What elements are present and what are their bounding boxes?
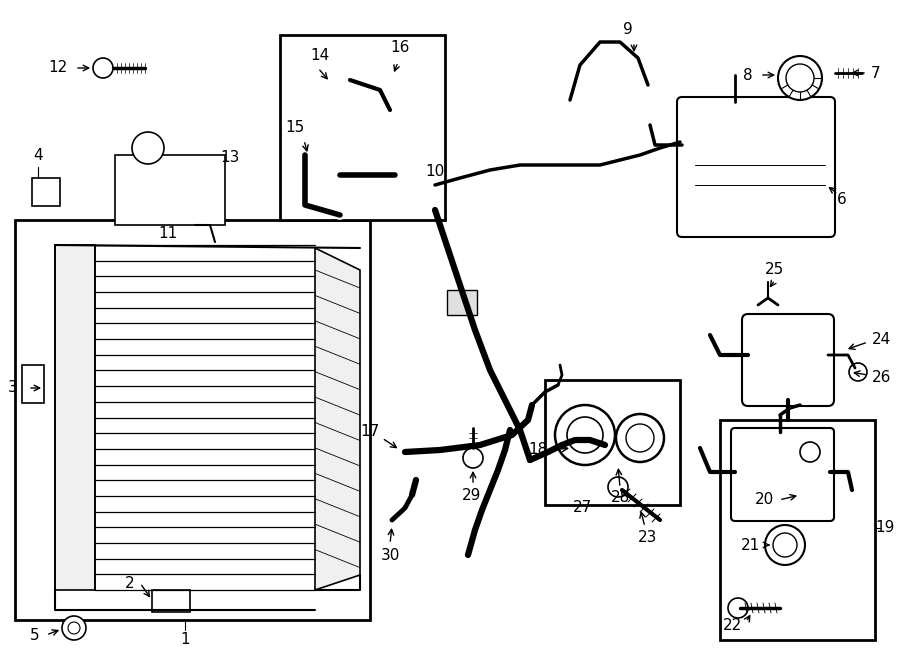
Text: 21: 21 (741, 537, 760, 553)
Circle shape (567, 417, 603, 453)
Text: 22: 22 (723, 619, 742, 633)
Polygon shape (315, 248, 360, 590)
Bar (545, 380, 680, 505)
Bar (115, 155, 225, 225)
Text: 13: 13 (220, 151, 239, 165)
Circle shape (68, 622, 80, 634)
Text: 25: 25 (765, 262, 785, 278)
Text: 28: 28 (610, 490, 630, 506)
Polygon shape (55, 245, 95, 590)
Circle shape (728, 598, 748, 618)
Text: 7: 7 (871, 65, 880, 81)
Text: 15: 15 (285, 120, 304, 134)
Text: 9: 9 (623, 22, 633, 38)
Circle shape (608, 477, 628, 497)
Bar (22, 365, 44, 403)
Text: 1: 1 (180, 633, 190, 648)
Text: 30: 30 (381, 547, 400, 563)
Circle shape (62, 616, 86, 640)
Circle shape (778, 56, 822, 100)
Text: 16: 16 (391, 40, 410, 56)
Text: 6: 6 (837, 192, 847, 208)
Text: 19: 19 (876, 520, 895, 535)
Text: 2: 2 (125, 576, 135, 590)
Text: 5: 5 (31, 627, 40, 642)
Bar (720, 420, 875, 640)
Circle shape (93, 58, 113, 78)
Circle shape (463, 448, 483, 468)
Circle shape (786, 64, 814, 92)
Bar (280, 35, 445, 220)
Circle shape (765, 525, 805, 565)
Text: 17: 17 (360, 424, 380, 440)
Text: 24: 24 (872, 332, 891, 348)
Circle shape (773, 533, 797, 557)
Circle shape (626, 424, 654, 452)
Text: 26: 26 (872, 371, 891, 385)
Text: 11: 11 (158, 225, 177, 241)
Bar (447, 290, 477, 315)
Circle shape (616, 414, 664, 462)
FancyBboxPatch shape (731, 428, 834, 521)
Text: 20: 20 (755, 492, 774, 508)
Text: 12: 12 (49, 61, 68, 75)
Bar (152, 590, 190, 612)
Circle shape (849, 363, 867, 381)
Text: 27: 27 (573, 500, 592, 516)
Circle shape (132, 132, 164, 164)
Bar (15, 220, 370, 620)
Text: 18: 18 (529, 442, 548, 457)
Text: 10: 10 (426, 165, 445, 180)
Text: 4: 4 (33, 147, 43, 163)
Circle shape (555, 405, 615, 465)
Text: 8: 8 (743, 67, 752, 83)
FancyBboxPatch shape (742, 314, 834, 406)
Circle shape (800, 442, 820, 462)
FancyBboxPatch shape (677, 97, 835, 237)
Text: 23: 23 (638, 529, 658, 545)
Text: 3: 3 (8, 381, 18, 395)
Text: 29: 29 (463, 488, 482, 502)
Text: 14: 14 (310, 48, 329, 63)
Bar (32, 178, 60, 206)
